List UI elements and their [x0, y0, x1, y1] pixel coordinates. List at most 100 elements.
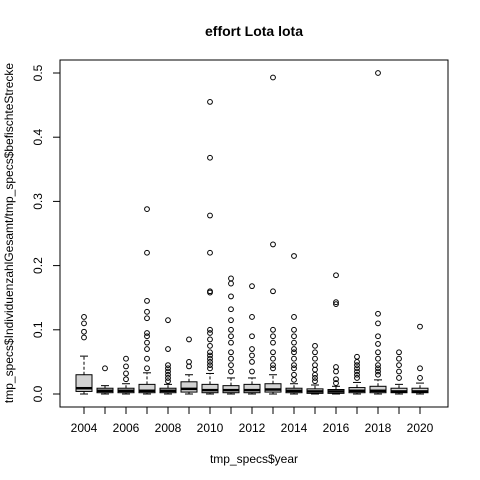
x-axis-label: tmp_specs$year — [210, 452, 298, 466]
x-tick-label: 2016 — [323, 421, 350, 435]
outlier-point — [270, 74, 276, 81]
outlier-point — [249, 333, 255, 340]
outlier-point — [81, 314, 87, 320]
outlier-point — [333, 299, 339, 306]
box-2004 — [75, 314, 93, 395]
outlier-point — [270, 241, 276, 248]
outlier-point — [375, 70, 381, 76]
outlier-point — [123, 376, 129, 383]
outlier-point — [144, 333, 150, 340]
outlier-point — [123, 355, 129, 362]
outlier-point — [312, 362, 318, 369]
outlier-point — [165, 365, 171, 372]
outlier-point — [312, 371, 318, 378]
plot-area — [75, 70, 429, 395]
outlier-point — [144, 365, 150, 372]
y-tick-label: 0.0 — [31, 385, 45, 402]
outlier-point — [228, 355, 234, 362]
outlier-point — [249, 283, 255, 290]
outlier-point — [207, 288, 213, 295]
outlier-point — [207, 249, 213, 256]
box-2009 — [180, 336, 198, 395]
outlier-point — [417, 375, 423, 381]
outlier-point — [354, 362, 360, 369]
outlier-point — [270, 349, 276, 356]
box-2012 — [243, 283, 261, 395]
outlier-point — [291, 314, 297, 320]
outlier-point — [165, 375, 171, 381]
outlier-point — [270, 355, 276, 362]
x-tick-label: 2018 — [365, 421, 392, 435]
outlier-point — [270, 288, 276, 295]
box-iqr — [264, 383, 282, 393]
outlier-point — [228, 333, 234, 340]
outlier-point — [165, 371, 171, 378]
outlier-point — [312, 342, 318, 349]
outlier-point — [375, 365, 381, 372]
outlier-point — [291, 371, 297, 378]
outlier-point — [207, 154, 213, 161]
box-2014 — [285, 253, 303, 395]
outlier-point — [375, 333, 381, 340]
outlier-point — [270, 333, 276, 340]
outlier-point — [144, 249, 150, 256]
outlier-point — [81, 328, 87, 335]
box-iqr — [138, 383, 156, 394]
x-tick-label: 2008 — [155, 421, 182, 435]
outlier-point — [81, 334, 87, 341]
outlier-point — [312, 375, 318, 381]
box-2005 — [96, 365, 114, 395]
y-axis: 0.0 0.1 0.2 0.3 0.4 0.5 — [31, 64, 61, 402]
outlier-point — [207, 326, 213, 333]
y-tick-label: 0.1 — [31, 321, 45, 338]
box-2011 — [222, 275, 240, 395]
outlier-point — [396, 355, 402, 362]
outlier-point — [333, 380, 339, 386]
outlier-point — [207, 98, 213, 105]
outlier-point — [165, 362, 171, 369]
y-tick-label: 0.5 — [31, 64, 45, 81]
outlier-point — [417, 365, 423, 372]
outlier-point — [165, 346, 171, 352]
box-2019 — [390, 349, 408, 395]
outlier-point — [291, 339, 297, 346]
outlier-point — [144, 298, 150, 304]
outlier-point — [270, 362, 276, 369]
outlier-point — [375, 368, 381, 375]
outlier-point — [375, 320, 381, 327]
outlier-point — [228, 349, 234, 356]
outlier-point — [228, 368, 234, 375]
x-tick-label: 2010 — [197, 421, 224, 435]
outlier-point — [396, 368, 402, 375]
box-2007 — [138, 206, 156, 395]
outlier-point — [333, 301, 339, 308]
outlier-point — [396, 362, 402, 369]
outlier-point — [144, 315, 150, 322]
outlier-point — [270, 365, 276, 372]
outlier-point — [228, 317, 234, 324]
outlier-point — [228, 293, 234, 300]
box-iqr — [243, 383, 261, 394]
outlier-point — [228, 326, 234, 333]
outlier-point — [228, 280, 234, 287]
outlier-point — [207, 330, 213, 336]
outlier-point — [396, 349, 402, 356]
outlier-point — [375, 341, 381, 347]
outlier-point — [207, 349, 213, 356]
outlier-point — [333, 364, 339, 370]
outlier-point — [270, 326, 276, 333]
x-tick-label: 2004 — [71, 421, 98, 435]
outlier-point — [354, 365, 360, 372]
y-axis-label: tmp_specs$IndividuenzahlGesamt/tmp_specs… — [2, 63, 16, 404]
outlier-point — [354, 368, 360, 375]
outlier-point — [291, 326, 297, 333]
outlier-point — [417, 323, 423, 330]
box-2020 — [411, 323, 429, 395]
outlier-point — [186, 359, 192, 365]
outlier-point — [207, 342, 213, 349]
box-2010 — [201, 98, 219, 395]
outlier-point — [207, 212, 213, 219]
outlier-point — [291, 349, 297, 356]
outlier-point — [207, 365, 213, 372]
outlier-point — [291, 333, 297, 340]
